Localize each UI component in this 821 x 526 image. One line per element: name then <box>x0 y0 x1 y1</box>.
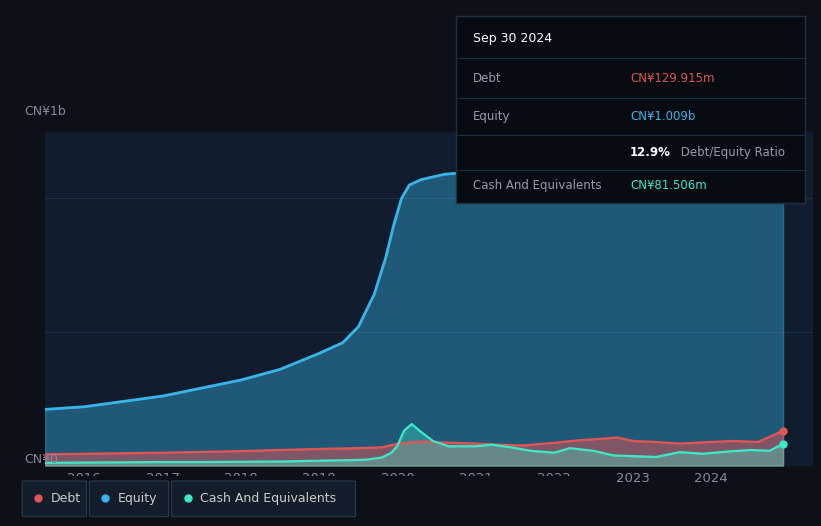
Text: CN¥129.915m: CN¥129.915m <box>631 72 714 85</box>
Text: Cash And Equivalents: Cash And Equivalents <box>473 179 602 192</box>
Text: Debt: Debt <box>473 72 502 85</box>
Text: Cash And Equivalents: Cash And Equivalents <box>200 492 337 505</box>
FancyBboxPatch shape <box>172 481 355 517</box>
Text: Sep 30 2024: Sep 30 2024 <box>473 32 553 45</box>
Text: CN¥1b: CN¥1b <box>25 105 67 118</box>
Text: CN¥81.506m: CN¥81.506m <box>631 179 707 192</box>
FancyBboxPatch shape <box>22 481 86 517</box>
Text: 12.9%: 12.9% <box>631 146 671 159</box>
FancyBboxPatch shape <box>89 481 168 517</box>
Text: Debt: Debt <box>51 492 81 505</box>
Text: CN¥1.009b: CN¥1.009b <box>631 110 695 123</box>
Text: Equity: Equity <box>473 110 511 123</box>
Text: Debt/Equity Ratio: Debt/Equity Ratio <box>677 146 785 159</box>
Text: Equity: Equity <box>118 492 158 505</box>
Text: CN¥0: CN¥0 <box>25 452 58 466</box>
